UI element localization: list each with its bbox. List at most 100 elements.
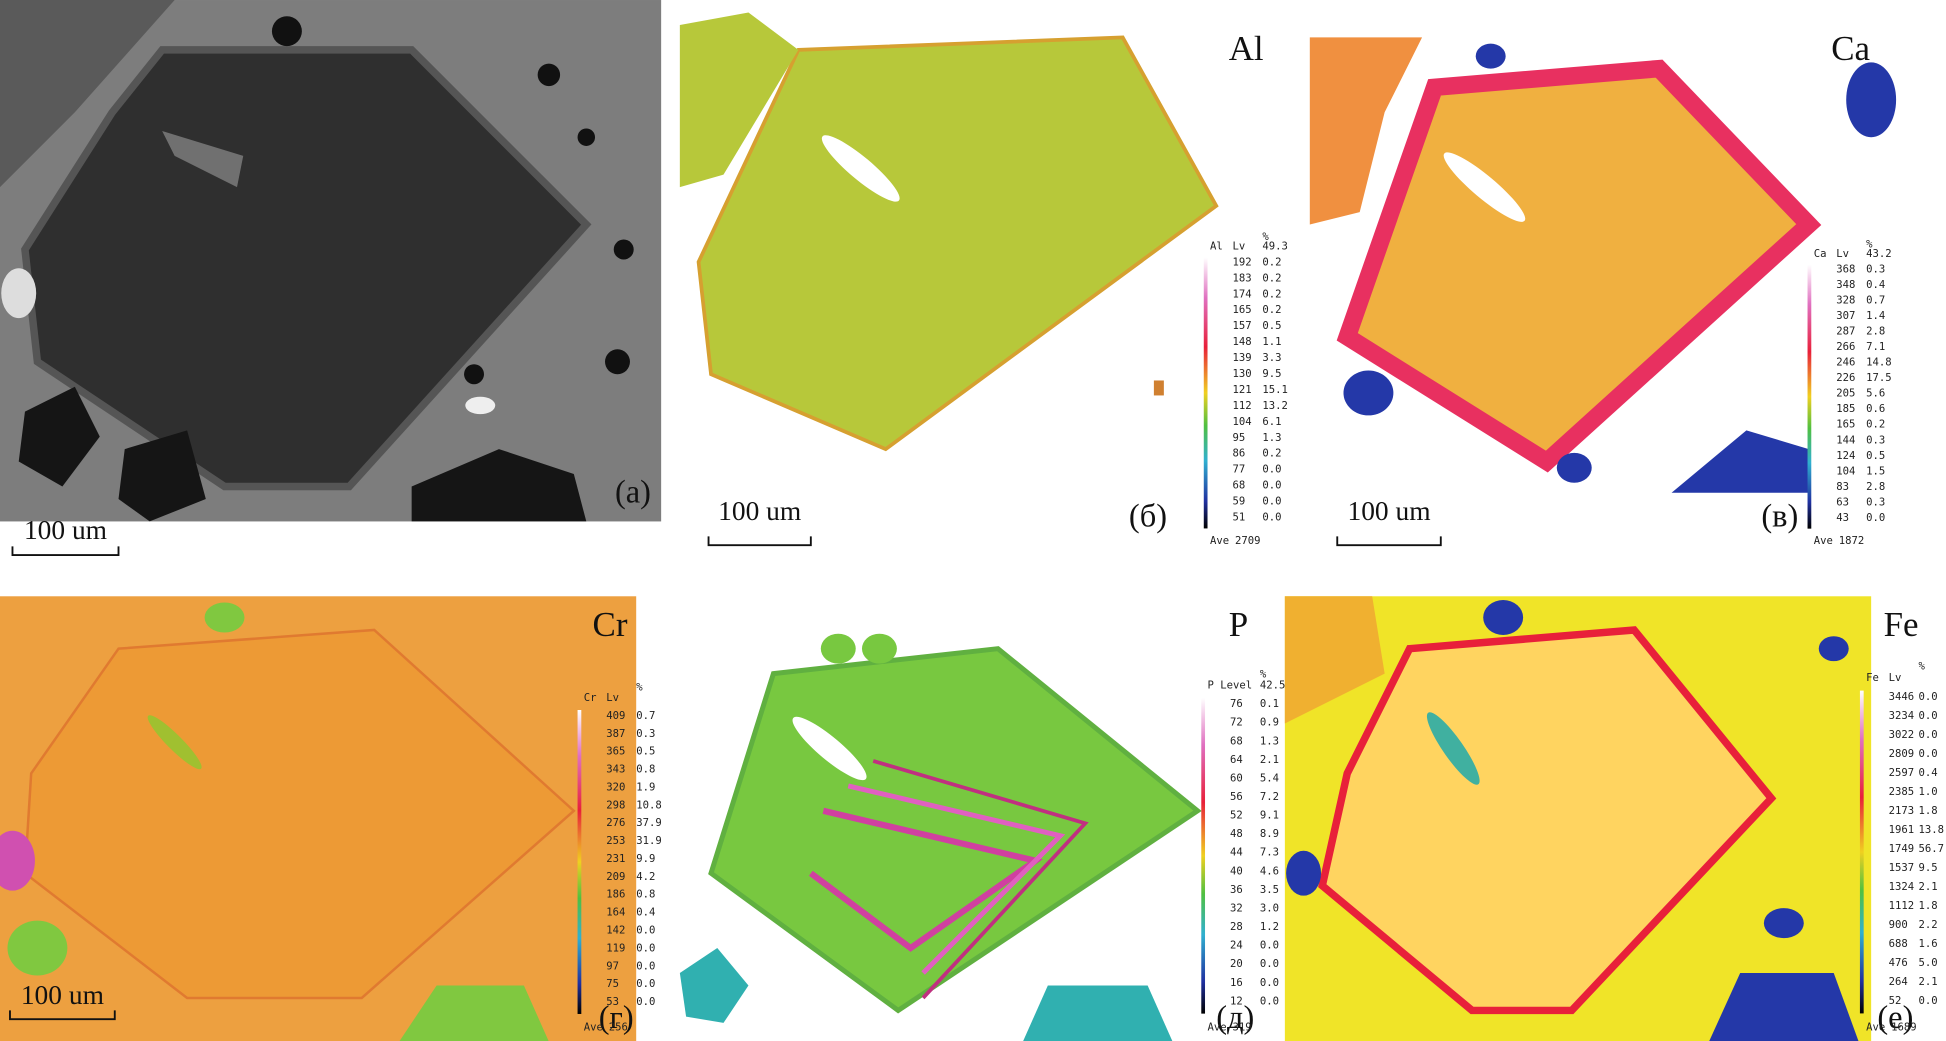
image-p: [679, 633, 1202, 1041]
element-label: Fe: [1884, 605, 1919, 644]
colorbar-percent: 0.4: [1919, 767, 1938, 779]
colorbar-level: 44: [1230, 847, 1243, 859]
colorbar-percent: 4.2: [636, 871, 655, 883]
colorbar-percent: 56.7: [1919, 843, 1945, 855]
colorbar-level: 2809: [1889, 748, 1915, 760]
colorbar-percent: 0.0: [1919, 748, 1938, 760]
colorbar-pct-header: %: [1919, 661, 1926, 673]
colorbar-ave-label: Ave: [584, 1021, 603, 1033]
colorbar-level: 148: [1232, 336, 1251, 348]
colorbar-percent: 7.3: [1260, 847, 1279, 859]
colorbar-percent: 9.5: [1262, 368, 1281, 380]
colorbar-level: 97: [606, 960, 619, 972]
colorbar-percent: 0.0: [1262, 511, 1281, 523]
colorbar-level: 36: [1230, 884, 1243, 896]
colorbar-level: 77: [1232, 464, 1245, 476]
colorbar-level: 124: [1836, 450, 1855, 462]
colorbar-percent: 2.1: [1919, 976, 1938, 988]
colorbar-ave: 1872: [1839, 535, 1865, 547]
colorbar-percent: 0.0: [636, 942, 655, 954]
colorbar-percent: 1.2: [1260, 921, 1279, 933]
colorbar-level: 205: [1836, 388, 1855, 400]
colorbar-percent: 0.5: [1866, 450, 1885, 462]
colorbar-level: 2385: [1889, 786, 1915, 798]
colorbar-level: 112: [1232, 400, 1251, 412]
colorbar-percent: 14.8: [1866, 357, 1892, 369]
image-al: [679, 12, 1219, 452]
colorbar-percent: 0.2: [1262, 448, 1281, 460]
colorbar-percent: 0.8: [636, 764, 655, 776]
colorbar-level: 365: [606, 746, 625, 758]
colorbar-percent: 0.4: [1866, 279, 1885, 291]
colorbar-level: 348: [1836, 279, 1855, 291]
colorbar-title: Fe: [1866, 672, 1879, 684]
colorbar-title: Ca: [1814, 248, 1827, 260]
colorbar-percent: 1.3: [1262, 432, 1281, 444]
colorbar-percent: 5.6: [1866, 388, 1885, 400]
colorbar-level: 63: [1836, 496, 1849, 508]
colorbar-level: 328: [1836, 295, 1855, 307]
colorbar-pct-header: %: [636, 681, 643, 693]
colorbar-ave-label: Ave: [1814, 535, 1833, 547]
colorbar-level: 231: [606, 853, 625, 865]
colorbar-level: 56: [1230, 791, 1243, 803]
colorbar-level: 3446: [1889, 691, 1915, 703]
colorbar-percent: 0.8: [636, 889, 655, 901]
colorbar-level: 157: [1232, 320, 1251, 332]
colorbar-level: 165: [1836, 419, 1855, 431]
colorbar-percent: 0.5: [1262, 320, 1281, 332]
panel-label: (г): [599, 1000, 634, 1036]
colorbar-percent: 13.2: [1262, 400, 1288, 412]
colorbar-ave: 256: [609, 1021, 628, 1033]
colorbar-ave-label: Ave: [1210, 535, 1229, 547]
image-cr: [0, 596, 637, 1041]
colorbar-percent: 0.3: [1866, 264, 1885, 276]
colorbar-level: 2173: [1889, 805, 1915, 817]
colorbar-level: 59: [1232, 496, 1245, 508]
element-label: P: [1229, 605, 1248, 644]
colorbar-level: 264: [1889, 976, 1908, 988]
colorbar-percent: 0.7: [636, 710, 655, 722]
colorbar-level: 1324: [1889, 881, 1915, 893]
colorbar-percent: 31.9: [636, 835, 662, 847]
colorbar-percent: 2.8: [1866, 326, 1885, 338]
colorbar-percent: 0.0: [636, 960, 655, 972]
colorbar-level: 368: [1836, 264, 1855, 276]
colorbar-percent: 1.8: [1919, 805, 1938, 817]
colorbar-level: 253: [606, 835, 625, 847]
colorbar-level: 186: [606, 889, 625, 901]
colorbar-percent: 0.2: [1262, 304, 1281, 316]
colorbar-percent: 0.0: [636, 996, 655, 1008]
scale-bar-label: 100 um: [1347, 496, 1430, 526]
colorbar-percent: 0.7: [1866, 295, 1885, 307]
colorbar-level: 476: [1889, 957, 1908, 969]
colorbar-percent: 13.8: [1919, 824, 1945, 836]
colorbar-level: 68: [1230, 735, 1243, 747]
colorbar-percent: 1.8: [1919, 900, 1938, 912]
colorbar-percent: 1.6: [1919, 938, 1938, 950]
colorbar-level: 75: [606, 978, 619, 990]
scale-bar: [9, 1010, 116, 1021]
scale-bar-label: 100 um: [21, 980, 104, 1010]
colorbar-level: 266: [1836, 341, 1855, 353]
colorbar: [577, 710, 582, 1014]
colorbar-percent: 0.0: [1262, 480, 1281, 492]
colorbar-percent: 1.4: [1866, 310, 1885, 322]
colorbar-percent: 1.1: [1262, 336, 1281, 348]
colorbar-percent: 2.8: [1866, 481, 1885, 493]
colorbar-pct-header: %: [1866, 239, 1873, 251]
colorbar-level: 104: [1836, 465, 1855, 477]
colorbar-percent: 5.4: [1260, 772, 1279, 784]
scale-bar: [11, 546, 120, 557]
colorbar-percent: 1.0: [1919, 786, 1938, 798]
colorbar-level: 40: [1230, 865, 1243, 877]
colorbar-level: 1961: [1889, 824, 1915, 836]
colorbar-percent: 1.5: [1866, 465, 1885, 477]
colorbar-percent: 0.3: [1866, 496, 1885, 508]
panel-label: (д): [1216, 1000, 1254, 1036]
colorbar-percent: 0.4: [636, 907, 655, 919]
colorbar-level: 276: [606, 817, 625, 829]
colorbar-percent: 0.0: [1919, 995, 1938, 1007]
colorbar-level: 142: [606, 925, 625, 937]
